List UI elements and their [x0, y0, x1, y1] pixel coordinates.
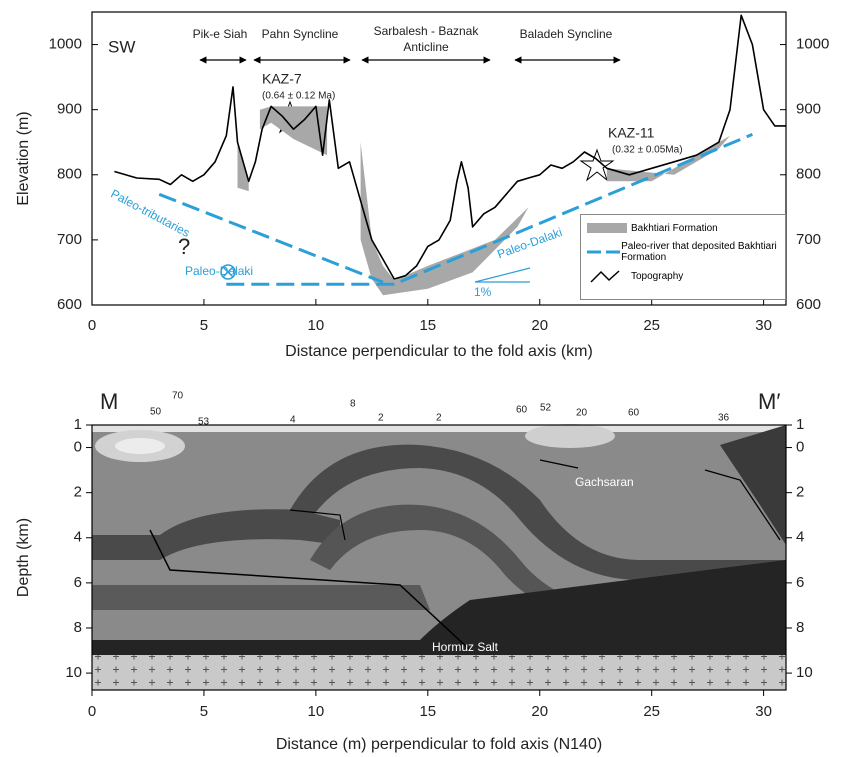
legend: Bakhtiari Formation Paleo-river that depo…: [580, 214, 786, 300]
legend-swatch: [585, 220, 631, 236]
figure: SW Pik-e Siah Pahn Syncline Sarbalesh - …: [0, 0, 844, 757]
y-tick-label: 1: [796, 416, 804, 433]
dip-label: 52: [540, 403, 552, 414]
y-tick-label: 0: [796, 439, 804, 456]
x-tick-label: 0: [88, 317, 96, 334]
dip-label: 4: [290, 415, 296, 426]
y-tick-label: 10: [65, 664, 82, 681]
y-tick-label: 1000: [796, 36, 829, 53]
x-tick-label: 5: [200, 317, 208, 334]
annotation: M′: [758, 389, 780, 414]
annotation: Anticline: [403, 40, 449, 54]
annotation: Paleo-Dalaki: [185, 264, 253, 278]
dip-label: 2: [378, 413, 384, 424]
legend-label: Paleo-river that deposited Bakhtiari For…: [621, 241, 781, 263]
annotation: Pik-e Siah: [193, 27, 248, 41]
y-tick-label: 700: [796, 231, 821, 248]
annotation: KAZ-11: [608, 125, 655, 141]
x-tick-label: 20: [531, 317, 548, 334]
x-tick-label: 30: [755, 703, 772, 720]
legend-swatch: [585, 268, 631, 284]
y-tick-label: 600: [796, 296, 821, 313]
y-tick-label: 6: [74, 574, 82, 591]
dip-label: 60: [516, 405, 528, 416]
dip-label: 70: [172, 391, 184, 402]
x-tick-label: 20: [531, 703, 548, 720]
y-tick-label: 800: [796, 166, 821, 183]
legend-item: Paleo-river that deposited Bakhtiari For…: [585, 241, 781, 263]
annotation: ?: [178, 234, 190, 259]
legend-swatch-fill: [587, 223, 627, 233]
annotation: Baladeh Syncline: [520, 27, 613, 41]
legend-item: Bakhtiari Formation: [585, 220, 781, 236]
annotation: Hormuz Salt: [432, 640, 499, 654]
dip-label: 20: [576, 408, 588, 419]
x-tick-label: 15: [419, 317, 436, 334]
annotation: Gachsaran: [575, 475, 634, 489]
x-tick-label: 30: [755, 317, 772, 334]
y-tick-label: 2: [796, 484, 804, 501]
legend-item: Topography: [585, 268, 781, 284]
y-tick-label: 8: [796, 619, 804, 636]
y-tick-label: 0: [74, 439, 82, 456]
y-tick-label: 1000: [49, 36, 82, 53]
dip-label: 36: [718, 413, 730, 424]
x-tick-label: 25: [643, 317, 660, 334]
legend-swatch-line: [591, 271, 619, 282]
annotation: KAZ-7: [262, 71, 302, 87]
x-tick-label: 25: [643, 703, 660, 720]
x-tick-label: 5: [200, 703, 208, 720]
y-tick-label: 900: [796, 101, 821, 118]
dip-label: 8: [350, 399, 356, 410]
y-tick-label: 700: [57, 231, 82, 248]
y-axis-title: Elevation (m): [15, 111, 32, 205]
y-tick-label: 4: [74, 529, 82, 546]
y-tick-label: 2: [74, 484, 82, 501]
dip-label: 60: [628, 408, 640, 419]
chart: SW Pik-e Siah Pahn Syncline Sarbalesh - …: [0, 0, 844, 757]
dip-label: 53: [198, 417, 210, 428]
annotation: (0.64 ± 0.12 Ma): [262, 91, 335, 102]
y-tick-label: 8: [74, 619, 82, 636]
annotation: Paleo-tributaries: [109, 187, 193, 240]
y-tick-label: 10: [796, 664, 813, 681]
annotation: Sarbalesh - Baznak: [374, 24, 480, 38]
y-axis-title: Depth (km): [15, 518, 32, 597]
x-tick-label: 10: [308, 317, 325, 334]
annotation: SW: [108, 37, 135, 56]
y-tick-label: 4: [796, 529, 804, 546]
annotation: Pahn Syncline: [262, 27, 339, 41]
dip-label: 2: [436, 413, 442, 424]
dip-label: 50: [150, 407, 162, 418]
legend-swatch: [585, 244, 621, 260]
annotation: M: [100, 389, 118, 414]
y-tick-label: 1: [74, 416, 82, 433]
x-tick-label: 10: [308, 703, 325, 720]
x-axis-title: Distance perpendicular to the fold axis …: [285, 343, 593, 360]
x-tick-label: 0: [88, 703, 96, 720]
legend-label: Topography: [631, 271, 683, 282]
y-tick-label: 800: [57, 166, 82, 183]
legend-label: Bakhtiari Formation: [631, 223, 718, 234]
x-tick-label: 15: [419, 703, 436, 720]
annotation: (0.32 ± 0.05Ma): [612, 145, 683, 156]
y-tick-label: 900: [57, 101, 82, 118]
annotation: 1%: [474, 285, 492, 299]
y-tick-label: 6: [796, 574, 804, 591]
y-tick-label: 600: [57, 296, 82, 313]
x-axis-title: Distance (m) perpendicular to fold axis …: [276, 736, 602, 753]
